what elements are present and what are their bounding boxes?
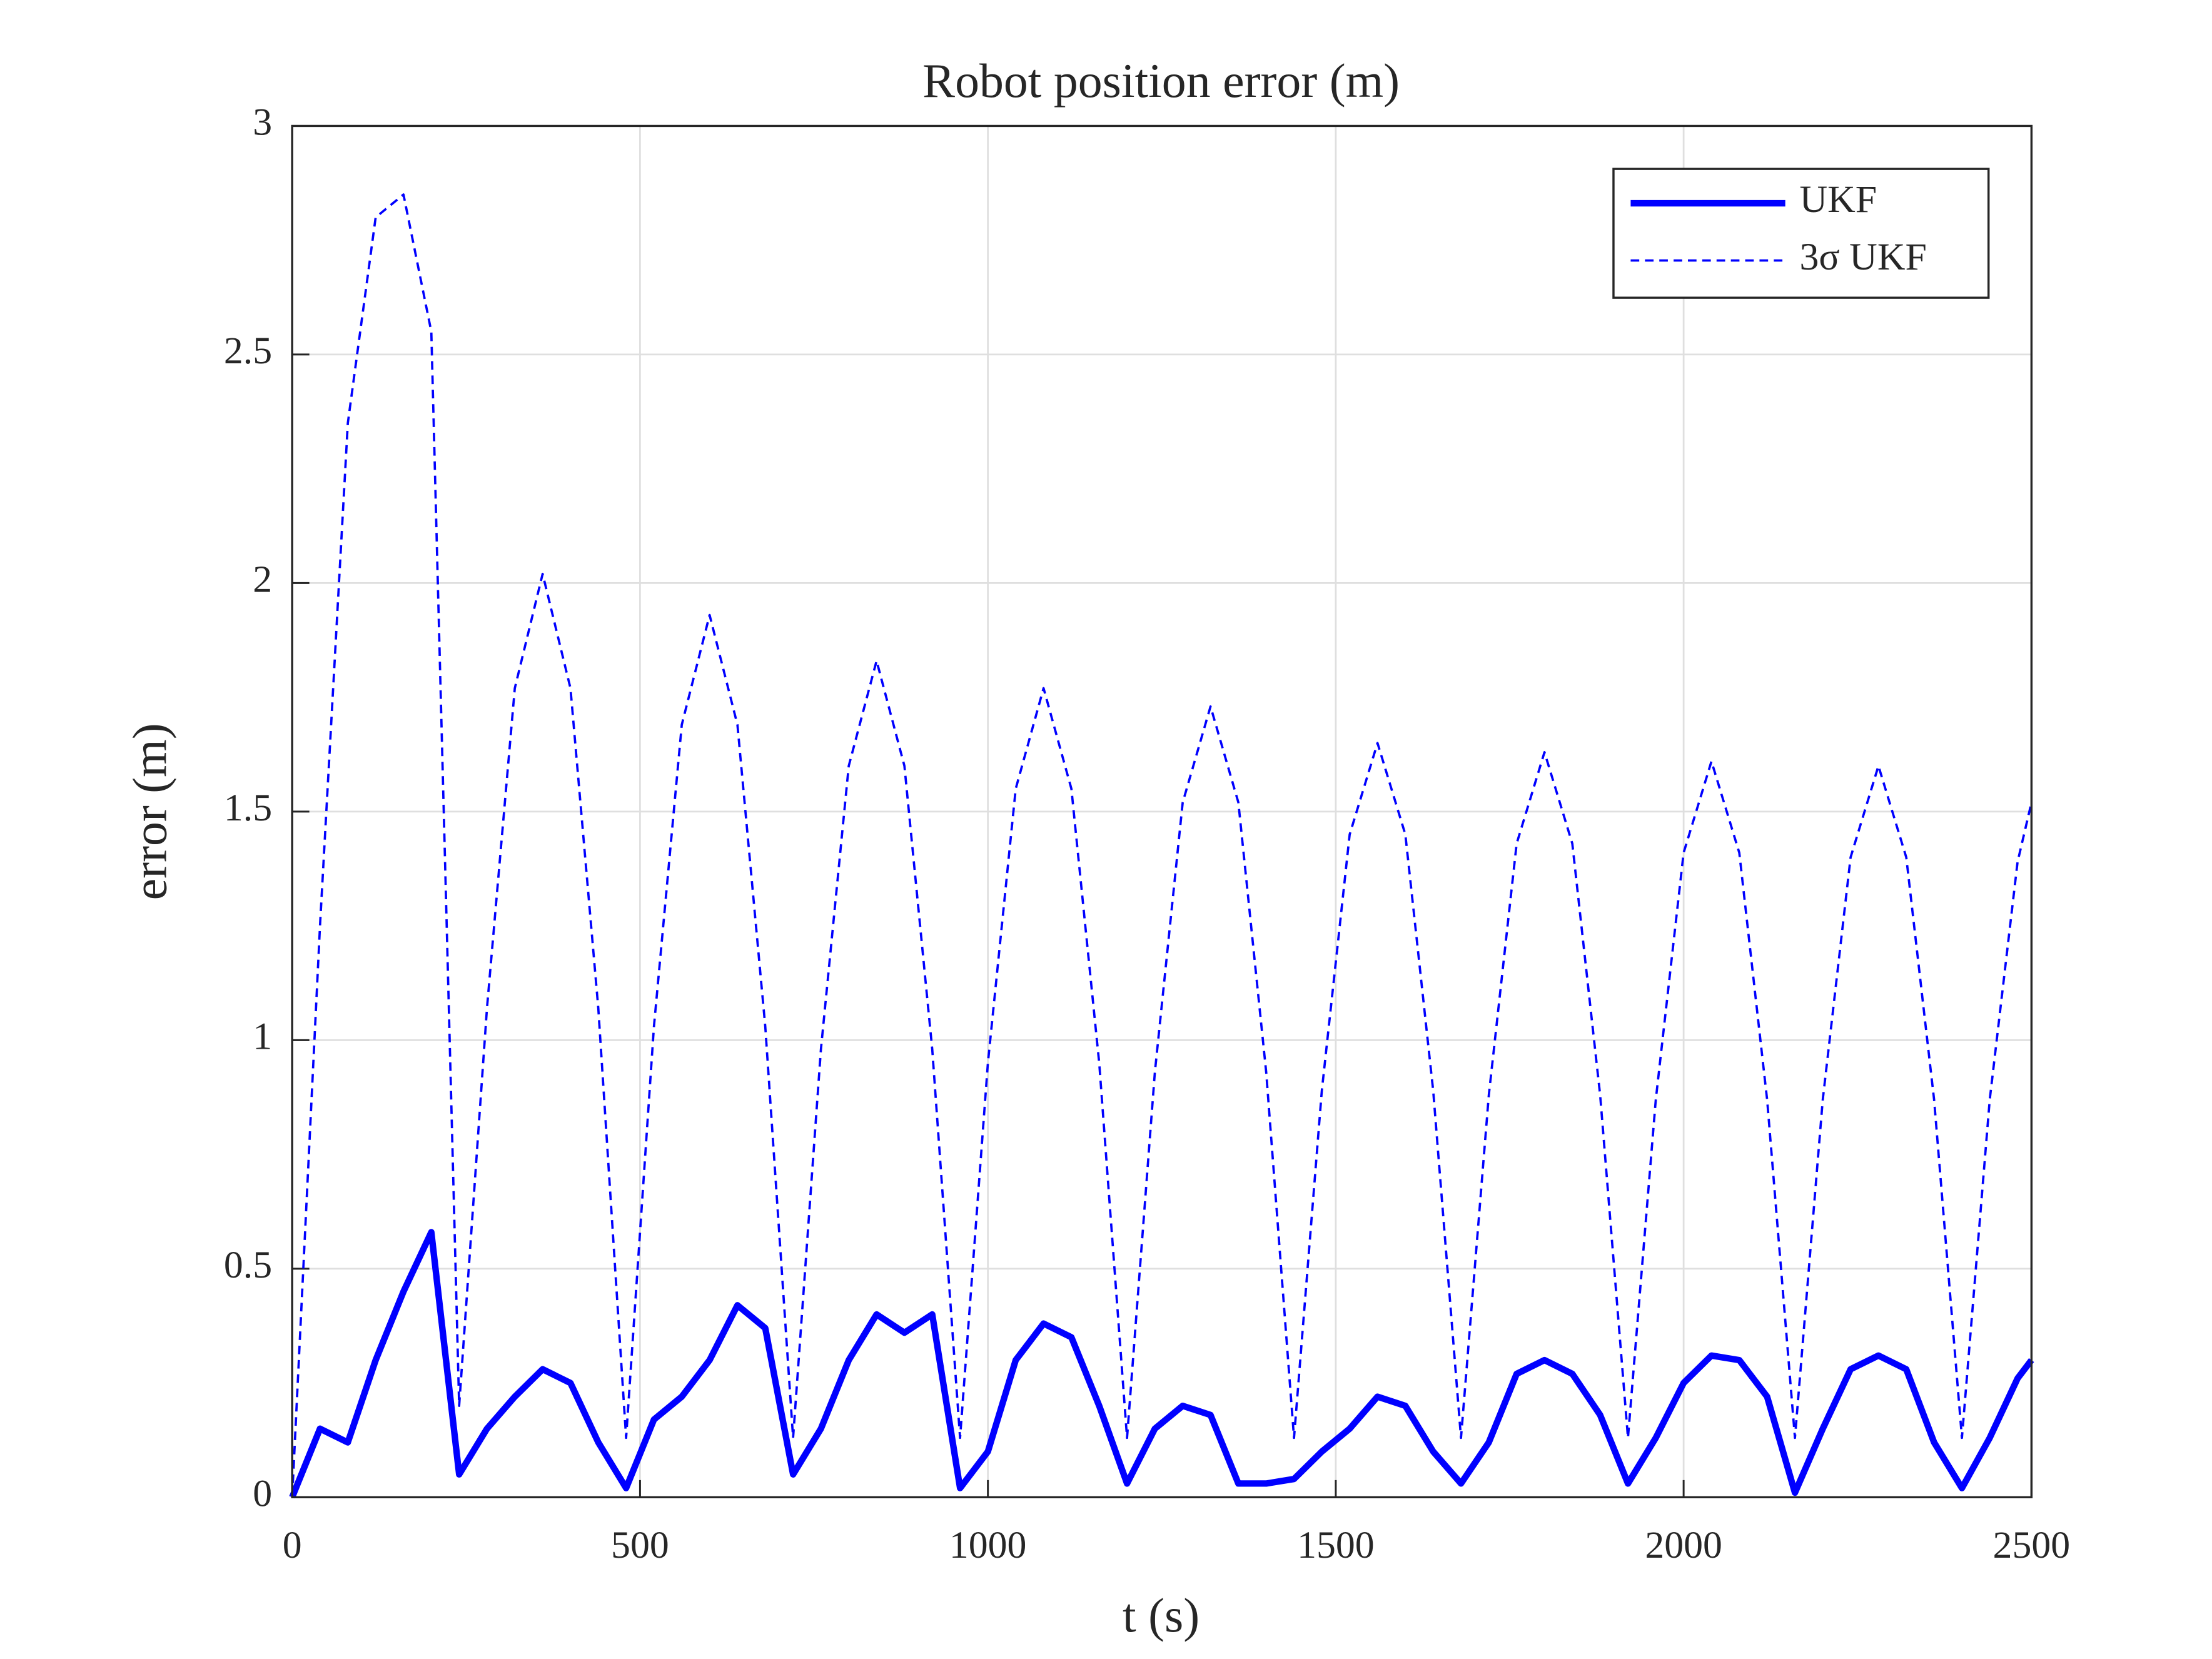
x-tick-label: 1000 xyxy=(949,1524,1027,1566)
x-tick-label: 2500 xyxy=(1993,1524,2071,1566)
y-axis-label: error (m) xyxy=(123,723,176,900)
y-tick-label: 2.5 xyxy=(224,330,272,372)
y-tick-label: 1.5 xyxy=(224,787,272,829)
y-tick-label: 2 xyxy=(253,558,272,601)
y-tick-label: 1 xyxy=(253,1016,272,1058)
y-tick-label: 0 xyxy=(253,1473,272,1515)
x-axis-label: t (s) xyxy=(1123,1588,1199,1642)
legend: UKF 3σ UKF xyxy=(1612,168,1990,299)
y-tick-label: 3 xyxy=(253,101,272,144)
chart-title: Robot position error (m) xyxy=(922,54,1400,108)
legend-box xyxy=(1612,168,1990,299)
x-tick-label: 500 xyxy=(611,1524,669,1566)
data-line xyxy=(289,1229,2034,1499)
x-tick-label: 0 xyxy=(283,1524,302,1566)
x-tick-label: 1500 xyxy=(1297,1524,1375,1566)
data-line xyxy=(291,193,2033,1498)
x-tick-label: 2000 xyxy=(1645,1524,1722,1566)
legend-label: UKF xyxy=(1800,178,1877,221)
y-tick-label: 0.5 xyxy=(224,1244,272,1286)
axes-box xyxy=(291,124,2033,1499)
legend-label: 3σ UKF xyxy=(1800,236,1927,278)
